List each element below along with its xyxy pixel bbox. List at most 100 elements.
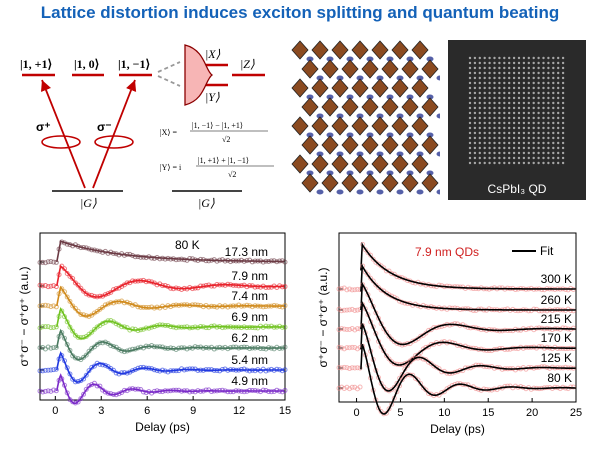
lattice-dot bbox=[503, 77, 505, 79]
lattice-dot bbox=[523, 152, 525, 154]
lattice-dot bbox=[488, 142, 490, 144]
octahedron bbox=[372, 117, 388, 135]
octahedron bbox=[312, 41, 328, 59]
lattice-dot bbox=[557, 147, 559, 149]
octahedron bbox=[402, 98, 418, 116]
lattice-dot bbox=[552, 72, 554, 74]
lattice-dot bbox=[498, 152, 500, 154]
lattice-dot bbox=[508, 147, 510, 149]
octahedron bbox=[292, 41, 308, 59]
lattice-dot bbox=[503, 137, 505, 139]
octahedron bbox=[302, 174, 318, 192]
octahedron bbox=[352, 79, 368, 97]
octahedron bbox=[422, 98, 438, 116]
lattice-dot bbox=[533, 57, 535, 59]
lattice-dot bbox=[469, 162, 471, 164]
exciton-level-diagram: |1, +1⟩ |1, 0⟩ |1, −1⟩ |X⟩ |Y⟩ |Z⟩ |G⟩ |… bbox=[0, 30, 290, 215]
lattice-dot bbox=[557, 162, 559, 164]
octahedron bbox=[402, 60, 418, 78]
lattice-dot bbox=[493, 147, 495, 149]
lattice-dot bbox=[474, 157, 476, 159]
lattice-dot bbox=[562, 142, 564, 144]
size-dependent-plot: 0 3 6 9 12 15Delay (ps)σ⁺σ⁻ − σ⁺σ⁺ (a.u.)17.3… bbox=[0, 225, 300, 449]
lattice-dot bbox=[469, 142, 471, 144]
lattice-dot bbox=[469, 72, 471, 74]
octahedron bbox=[422, 60, 438, 78]
lattice-dot bbox=[479, 142, 481, 144]
lattice-dot bbox=[488, 72, 490, 74]
lattice-dot bbox=[498, 102, 500, 104]
lattice-dot bbox=[484, 137, 486, 139]
lattice-dot bbox=[484, 62, 486, 64]
lattice-dot bbox=[547, 127, 549, 129]
lattice-dot bbox=[523, 72, 525, 74]
octahedron bbox=[352, 117, 368, 135]
lattice-dot bbox=[523, 107, 525, 109]
lattice-dot bbox=[508, 77, 510, 79]
octahedron bbox=[382, 136, 398, 154]
series-label: 4.9 nm bbox=[231, 374, 268, 388]
lattice-dot bbox=[503, 147, 505, 149]
lattice-dot bbox=[547, 132, 549, 134]
octahedron bbox=[392, 79, 408, 97]
lattice-dot bbox=[493, 67, 495, 69]
lattice-dot bbox=[493, 157, 495, 159]
lattice-dot bbox=[474, 57, 476, 59]
dashed-arrow-down-icon bbox=[158, 76, 180, 86]
lattice-dot bbox=[484, 112, 486, 114]
lattice-dot bbox=[508, 137, 510, 139]
lattice-dot bbox=[484, 57, 486, 59]
lattice-dot bbox=[542, 132, 544, 134]
lattice-dot bbox=[503, 122, 505, 124]
lattice-dot bbox=[469, 92, 471, 94]
lattice-dot bbox=[498, 92, 500, 94]
lattice-dot bbox=[537, 157, 539, 159]
lattice-dot bbox=[533, 142, 535, 144]
lattice-dot bbox=[503, 57, 505, 59]
lattice-dot bbox=[547, 92, 549, 94]
lattice-dot bbox=[537, 72, 539, 74]
octahedron bbox=[332, 117, 348, 135]
lattice-dot bbox=[503, 87, 505, 89]
lattice-dot bbox=[484, 92, 486, 94]
lattice-dot bbox=[488, 97, 490, 99]
lattice-dot bbox=[493, 82, 495, 84]
x-axis-label: Delay (ps) bbox=[135, 420, 190, 434]
lattice-dot bbox=[542, 72, 544, 74]
lattice-dot bbox=[484, 132, 486, 134]
lattice-dot bbox=[498, 142, 500, 144]
lattice-dot bbox=[479, 152, 481, 154]
series-label: 6.2 nm bbox=[231, 331, 268, 345]
lattice-dot bbox=[528, 127, 530, 129]
lattice-dot bbox=[562, 127, 564, 129]
label-y: |Y⟩ bbox=[205, 90, 220, 104]
series-label: 5.4 nm bbox=[231, 353, 268, 367]
lattice-dot bbox=[474, 152, 476, 154]
lattice-dot bbox=[493, 112, 495, 114]
lattice-dot bbox=[469, 147, 471, 149]
lattice-dot bbox=[542, 157, 544, 159]
lattice-dot bbox=[562, 62, 564, 64]
lattice-dot bbox=[493, 77, 495, 79]
lattice-dot bbox=[513, 117, 515, 119]
lattice-dot bbox=[557, 112, 559, 114]
lattice-dot bbox=[518, 97, 520, 99]
lattice-dot bbox=[552, 112, 554, 114]
lattice-dot bbox=[557, 132, 559, 134]
lattice-dot bbox=[513, 152, 515, 154]
lattice-dot bbox=[479, 147, 481, 149]
lattice-dot bbox=[503, 67, 505, 69]
lattice-dot bbox=[508, 157, 510, 159]
lattice-dot bbox=[493, 137, 495, 139]
lattice-dot bbox=[523, 97, 525, 99]
lattice-dot bbox=[523, 62, 525, 64]
lattice-dot bbox=[537, 122, 539, 124]
lattice-dot bbox=[557, 137, 559, 139]
lattice-dot bbox=[513, 162, 515, 164]
lattice-dot bbox=[474, 137, 476, 139]
series-label: 125 K bbox=[541, 351, 572, 365]
lattice-dot bbox=[537, 67, 539, 69]
octahedron bbox=[312, 79, 328, 97]
lattice-dot bbox=[513, 92, 515, 94]
lattice-dot bbox=[552, 137, 554, 139]
